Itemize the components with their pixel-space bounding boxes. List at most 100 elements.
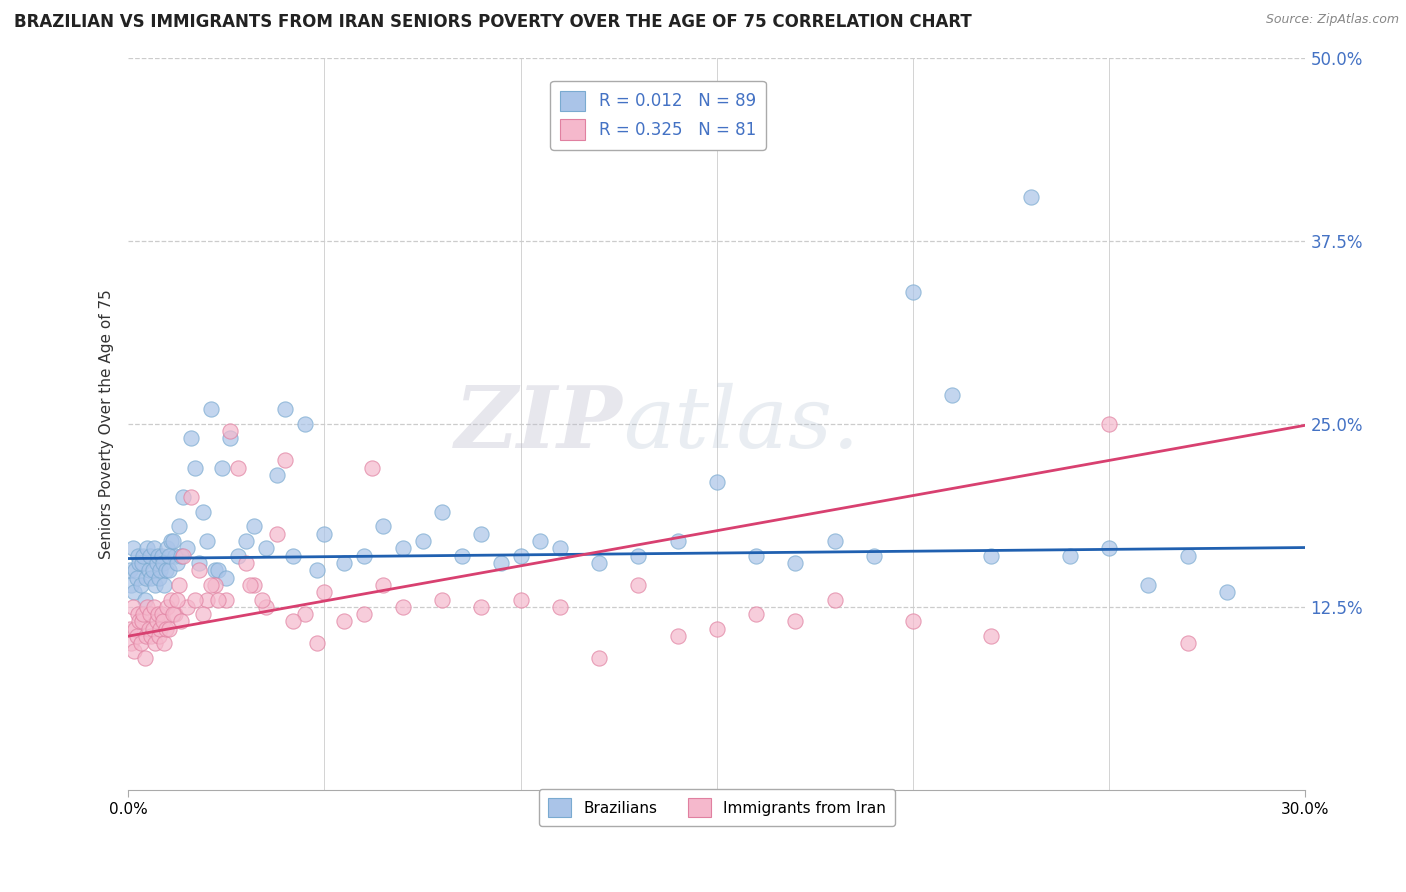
Point xyxy=(274,453,297,467)
Point xyxy=(160,533,183,548)
Point xyxy=(128,615,150,629)
Point xyxy=(314,585,336,599)
Point xyxy=(588,651,610,665)
Point xyxy=(132,607,155,622)
Point xyxy=(219,432,242,446)
Point xyxy=(172,549,194,563)
Point xyxy=(172,490,194,504)
Point xyxy=(254,599,277,614)
Point xyxy=(412,533,434,548)
Point xyxy=(125,629,148,643)
Point xyxy=(131,615,153,629)
Point xyxy=(243,519,266,533)
Point xyxy=(166,592,188,607)
Point xyxy=(333,615,356,629)
Point xyxy=(128,556,150,570)
Point xyxy=(142,622,165,636)
Point xyxy=(430,505,453,519)
Point xyxy=(204,578,226,592)
Point xyxy=(159,622,181,636)
Point xyxy=(785,615,807,629)
Point xyxy=(176,599,198,614)
Point xyxy=(200,402,222,417)
Point xyxy=(176,541,198,556)
Point xyxy=(509,592,531,607)
Point xyxy=(166,556,188,570)
Point xyxy=(235,556,257,570)
Point xyxy=(136,599,159,614)
Text: BRAZILIAN VS IMMIGRANTS FROM IRAN SENIORS POVERTY OVER THE AGE OF 75 CORRELATION: BRAZILIAN VS IMMIGRANTS FROM IRAN SENIOR… xyxy=(14,13,972,31)
Point xyxy=(941,387,963,401)
Point xyxy=(148,570,170,584)
Point xyxy=(333,556,356,570)
Point xyxy=(627,578,650,592)
Point xyxy=(706,622,728,636)
Point xyxy=(1137,578,1160,592)
Point xyxy=(215,570,238,584)
Point xyxy=(159,549,181,563)
Point xyxy=(239,578,262,592)
Point xyxy=(143,636,166,650)
Point xyxy=(314,526,336,541)
Point xyxy=(824,533,846,548)
Point xyxy=(1098,417,1121,431)
Point xyxy=(120,622,142,636)
Point xyxy=(124,622,146,636)
Point xyxy=(215,592,238,607)
Point xyxy=(745,607,768,622)
Point xyxy=(548,541,571,556)
Point xyxy=(548,599,571,614)
Point xyxy=(129,636,152,650)
Point xyxy=(353,607,375,622)
Point xyxy=(142,541,165,556)
Point xyxy=(353,549,375,563)
Point xyxy=(274,402,297,417)
Point xyxy=(226,460,249,475)
Point xyxy=(980,629,1002,643)
Point xyxy=(470,599,492,614)
Point xyxy=(529,533,551,548)
Point xyxy=(184,592,207,607)
Point xyxy=(120,563,142,577)
Point xyxy=(138,622,160,636)
Point xyxy=(162,607,184,622)
Point xyxy=(135,629,157,643)
Point xyxy=(294,607,316,622)
Point xyxy=(145,615,167,629)
Point xyxy=(139,570,162,584)
Point xyxy=(170,549,193,563)
Point xyxy=(250,592,273,607)
Point xyxy=(136,541,159,556)
Point xyxy=(120,578,142,592)
Point xyxy=(373,519,395,533)
Point xyxy=(226,549,249,563)
Point xyxy=(509,549,531,563)
Point xyxy=(155,563,177,577)
Point xyxy=(191,505,214,519)
Point xyxy=(132,549,155,563)
Point xyxy=(131,556,153,570)
Point xyxy=(785,556,807,570)
Point xyxy=(901,615,924,629)
Point xyxy=(148,629,170,643)
Point xyxy=(254,541,277,556)
Point xyxy=(145,556,167,570)
Point xyxy=(1177,549,1199,563)
Point xyxy=(134,592,156,607)
Point xyxy=(1177,636,1199,650)
Point xyxy=(588,556,610,570)
Point xyxy=(219,424,242,438)
Point xyxy=(153,578,176,592)
Point xyxy=(180,490,202,504)
Point xyxy=(305,563,328,577)
Point xyxy=(152,615,174,629)
Point xyxy=(666,629,689,643)
Point xyxy=(159,563,181,577)
Point xyxy=(142,599,165,614)
Point xyxy=(745,549,768,563)
Point xyxy=(184,460,207,475)
Point xyxy=(187,563,209,577)
Point xyxy=(129,578,152,592)
Point xyxy=(138,563,160,577)
Point xyxy=(167,519,190,533)
